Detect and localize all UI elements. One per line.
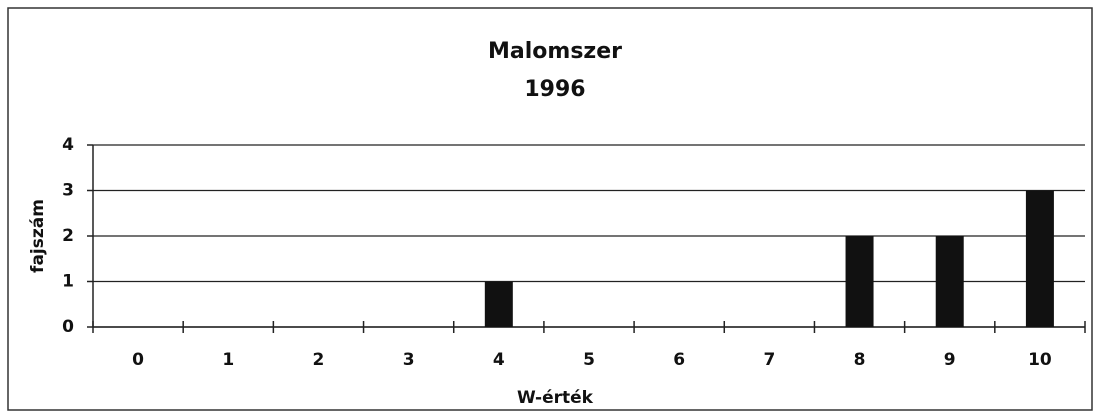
x-tick-label: 2 bbox=[313, 350, 325, 370]
bar bbox=[845, 236, 874, 327]
chart-subtitle: 1996 bbox=[524, 77, 585, 102]
x-axis-label: W-érték bbox=[517, 388, 594, 408]
x-tick-label: 6 bbox=[673, 350, 685, 370]
x-tick-label: 10 bbox=[1028, 350, 1052, 370]
y-tick-label: 3 bbox=[62, 181, 74, 201]
x-tick-label: 5 bbox=[583, 350, 595, 370]
chart-title: Malomszer bbox=[488, 39, 622, 64]
bar bbox=[935, 236, 964, 327]
y-tick-label: 4 bbox=[62, 135, 74, 155]
y-tick-label: 1 bbox=[62, 272, 74, 292]
y-tick-label: 0 bbox=[62, 317, 74, 337]
x-tick-label: 3 bbox=[403, 350, 415, 370]
y-tick-label: 2 bbox=[62, 226, 74, 246]
x-tick-label: 0 bbox=[132, 350, 144, 370]
y-axis-label: fajszám bbox=[28, 199, 48, 273]
x-tick-label: 8 bbox=[854, 350, 866, 370]
chart-border bbox=[7, 7, 1093, 411]
bar bbox=[484, 281, 513, 327]
x-tick-label: 4 bbox=[493, 350, 505, 370]
x-tick-label: 1 bbox=[222, 350, 234, 370]
x-tick-label: 7 bbox=[763, 350, 775, 370]
bar bbox=[1025, 190, 1054, 327]
x-tick-label: 9 bbox=[944, 350, 956, 370]
